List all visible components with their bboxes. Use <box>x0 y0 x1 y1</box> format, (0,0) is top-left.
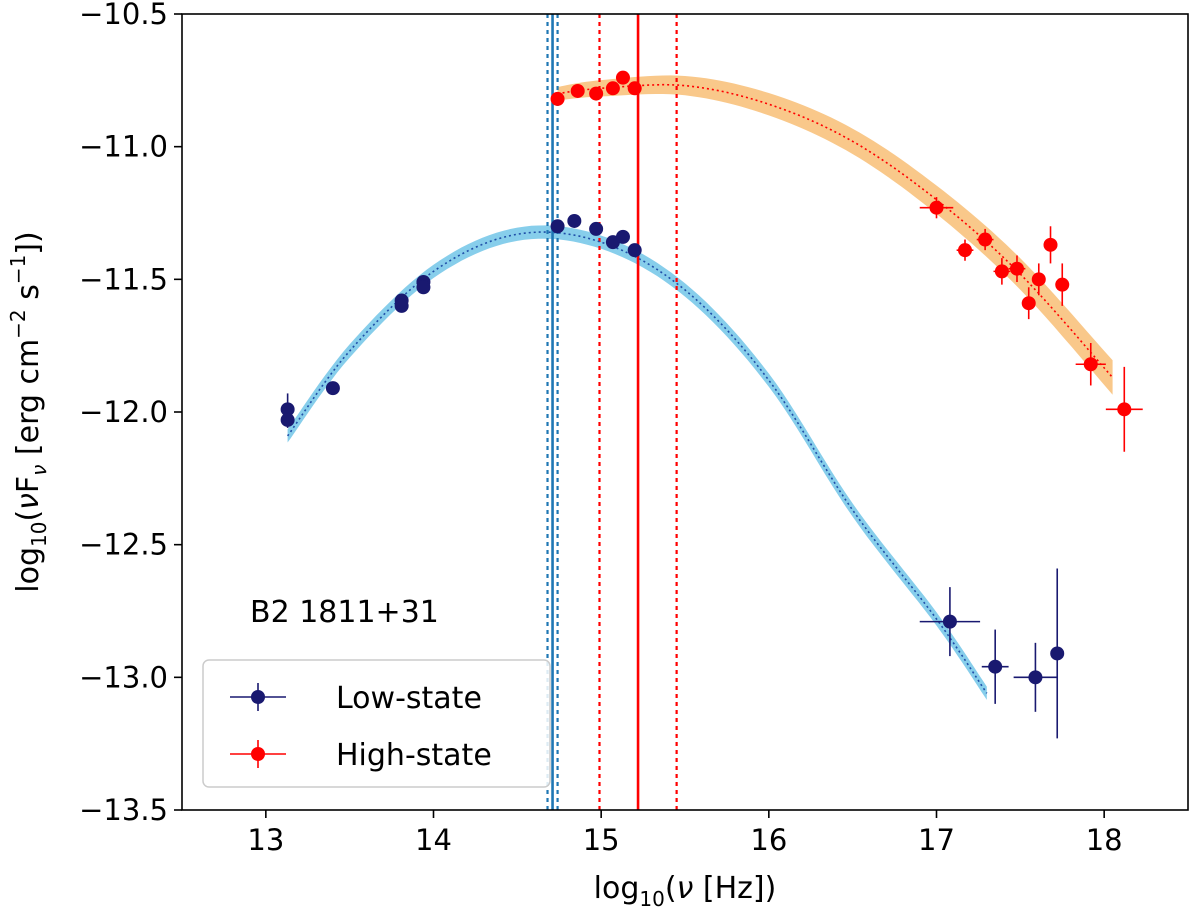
legend: Low-state High-state <box>202 659 551 788</box>
y-tick-label: −10.5 <box>79 0 168 31</box>
model-bands <box>287 75 1113 700</box>
marker <box>1028 670 1043 685</box>
legend-label-high: High-state <box>336 738 492 773</box>
marker <box>416 280 431 295</box>
marker <box>1031 272 1046 287</box>
data-point-high <box>1021 287 1036 320</box>
marker <box>615 70 630 85</box>
y-tick-label: −12.5 <box>79 528 168 562</box>
marker <box>1021 296 1036 311</box>
data-point-high <box>570 83 585 98</box>
marker <box>550 219 565 234</box>
data-point-high <box>615 70 630 85</box>
marker <box>1117 402 1132 417</box>
data-point-low <box>280 412 295 428</box>
data-point-high <box>956 239 974 261</box>
data-point-high <box>976 228 994 251</box>
legend-marker-low <box>230 683 286 711</box>
marker <box>1055 277 1070 292</box>
data-point-high <box>1043 226 1058 264</box>
x-tick-label: 13 <box>247 823 284 857</box>
data-point-high <box>1031 263 1046 296</box>
y-tick-label: −13.0 <box>79 660 168 694</box>
x-axis-label: log10(ν [Hz]) <box>594 871 777 911</box>
data-point-low <box>981 629 1009 704</box>
marker <box>550 91 565 106</box>
marker <box>1043 237 1058 252</box>
data-point-low <box>589 221 604 236</box>
model-band-high <box>557 75 1113 395</box>
marker <box>605 81 620 96</box>
data-point-low <box>567 213 582 228</box>
data-point-low <box>416 280 431 295</box>
marker <box>589 221 604 236</box>
legend-label-low: Low-state <box>336 681 482 716</box>
marker <box>958 243 973 258</box>
marker <box>978 232 993 247</box>
x-tick-label: 15 <box>583 823 620 857</box>
marker <box>280 402 295 417</box>
source-name-annotation: B2 1811+31 <box>250 595 439 630</box>
data-point-low <box>627 243 642 258</box>
legend-marker-high <box>230 740 286 768</box>
x-tick-label: 18 <box>1086 823 1123 857</box>
data-point-high <box>1008 255 1026 282</box>
y-axis-ticks: −13.5 −13.0 −12.5 −12.0 −11.5 −11.0 −10.5 <box>79 0 182 827</box>
data-point-high <box>1055 263 1070 306</box>
marker <box>994 264 1009 279</box>
data-point-high <box>627 81 642 96</box>
data-point-high <box>605 81 620 96</box>
marker <box>570 83 585 98</box>
data-point-high <box>1105 366 1143 452</box>
y-tick-label: −12.0 <box>79 395 168 429</box>
data-point-low <box>325 381 340 396</box>
marker <box>1083 357 1098 372</box>
peak-frequency-lines <box>546 14 678 810</box>
marker <box>325 381 340 396</box>
data-point-low <box>615 229 630 244</box>
data-point-low <box>1013 642 1058 712</box>
y-tick-label: −13.5 <box>79 793 168 827</box>
x-tick-label: 17 <box>918 823 955 857</box>
data-point-high <box>550 91 565 106</box>
marker <box>567 213 582 228</box>
marker <box>615 229 630 244</box>
legend-box <box>202 659 551 788</box>
data-point-low <box>919 587 981 657</box>
data-point-high <box>1075 343 1106 386</box>
data-point-high <box>589 86 604 101</box>
y-tick-label: −11.0 <box>79 130 168 164</box>
marker <box>627 243 642 258</box>
marker <box>1009 261 1024 276</box>
marker <box>942 614 957 629</box>
data-point-low <box>394 298 409 313</box>
x-axis-ticks: 13 14 15 16 17 18 <box>247 810 1123 857</box>
marker <box>589 86 604 101</box>
marker <box>929 200 944 215</box>
marker <box>627 81 642 96</box>
marker <box>280 412 295 427</box>
x-tick-label: 14 <box>415 823 452 857</box>
data-point-low <box>1050 568 1065 739</box>
marker <box>394 298 409 313</box>
data-points <box>280 70 1143 739</box>
x-tick-label: 16 <box>750 823 787 857</box>
marker <box>988 659 1003 674</box>
data-point-low <box>550 219 565 234</box>
model-curve-low <box>286 231 988 694</box>
data-point-high <box>993 258 1011 285</box>
marker <box>1050 646 1065 661</box>
data-point-high <box>919 197 954 219</box>
y-tick-label: −11.5 <box>79 262 168 296</box>
